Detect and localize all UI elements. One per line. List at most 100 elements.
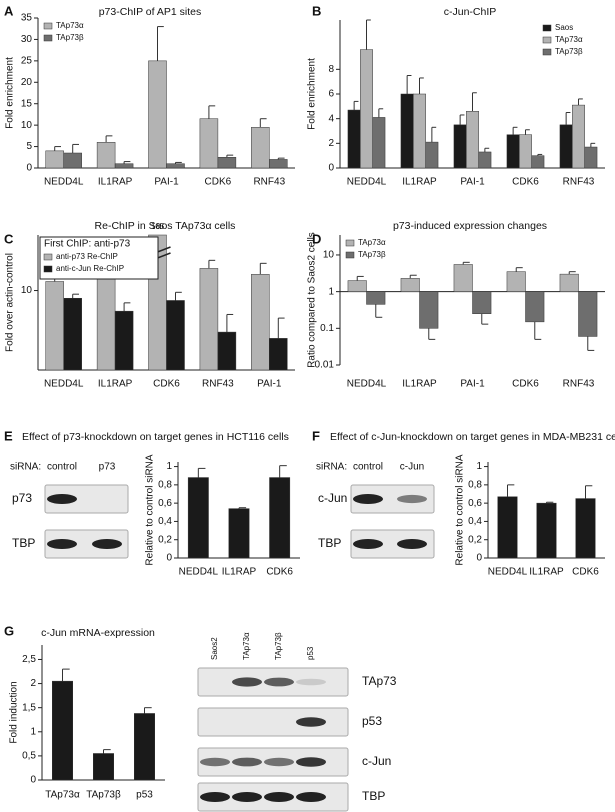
x-tick-label: IL1RAP (222, 567, 257, 578)
bar (413, 93, 426, 169)
bar (187, 477, 209, 559)
blot-lane-label: Saos2 (210, 637, 219, 660)
y-axis-label: Fold enrichment (5, 57, 16, 129)
y-tick-label: 0 (26, 163, 32, 174)
bar (453, 124, 467, 169)
bar (45, 281, 64, 371)
chart-title: c-Jun-ChIP (444, 6, 497, 18)
y-tick-label: 0,2 (468, 534, 482, 545)
bar (166, 300, 185, 371)
blot-band (397, 539, 427, 549)
y-tick-label: 15 (21, 98, 33, 109)
y-tick-label: 2 (328, 138, 334, 149)
y-axis-label: Ratio compared to Saos2 cells (307, 232, 318, 368)
blot-lane-label: control (47, 462, 77, 473)
legend-swatch (43, 34, 53, 42)
bar (572, 104, 585, 169)
bar (400, 93, 414, 169)
y-tick-label: 30 (21, 34, 33, 45)
bar (251, 274, 270, 371)
x-tick-label: RNF43 (563, 177, 595, 188)
y-tick-label: 0,4 (468, 516, 482, 527)
y-tick-label: 4 (328, 113, 334, 124)
bar (536, 502, 557, 559)
panel-label: F (312, 428, 320, 443)
bar (93, 753, 114, 781)
bar (166, 163, 185, 169)
y-tick-label: 0,6 (158, 498, 172, 509)
y-tick-label: 0.01 (315, 360, 335, 371)
legend-swatch (345, 239, 355, 247)
bar (199, 118, 219, 169)
y-axis-label: Fold enrichment (307, 58, 318, 130)
blot-band (264, 757, 294, 767)
y-tick-label: 10 (21, 120, 33, 131)
y-tick-label: 10 (323, 250, 335, 261)
bar (96, 268, 116, 371)
y-tick-label: 1,5 (22, 702, 36, 713)
y-tick-label: 0,2 (158, 534, 172, 545)
x-tick-label: TAp73β (86, 790, 121, 801)
blot-row-label: p53 (362, 714, 382, 728)
legend-swatch (542, 36, 552, 44)
x-tick-label: IL1RAP (529, 567, 564, 578)
y-tick-label: 2,5 (22, 654, 36, 665)
y-tick-label: 25 (21, 55, 33, 66)
blot-band (296, 678, 326, 686)
bar (148, 60, 167, 169)
y-tick-label: 1 (166, 461, 172, 472)
legend-box (39, 236, 159, 280)
legend-label: TAp73α (56, 21, 84, 30)
blot-band (296, 792, 326, 802)
blot-strip (44, 484, 129, 514)
chart-title: c-Jun mRNA-expression (41, 627, 155, 639)
y-axis-label: Relative to control siRNA (145, 454, 156, 565)
bar (531, 155, 545, 169)
x-tick-label: CDK6 (153, 379, 180, 390)
y-axis-label: Fold induction (9, 681, 20, 743)
x-tick-label: NEDD4L (44, 177, 84, 188)
blot-band (353, 494, 383, 504)
y-tick-label: 1 (30, 726, 36, 737)
blot-band (296, 717, 326, 727)
bar (347, 109, 361, 169)
blot-strip (44, 529, 129, 559)
y-tick-label: 8 (328, 64, 334, 75)
bar (251, 127, 270, 169)
y-tick-label: 1 (476, 461, 482, 472)
panel-label: E (4, 428, 13, 443)
blot-band (232, 792, 262, 802)
legend-label: TAp73β (358, 250, 386, 259)
x-tick-label: NEDD4L (488, 567, 528, 578)
y-tick-label: 1 (328, 286, 334, 297)
y-tick-label: 0 (476, 553, 482, 564)
y-tick-label: 0.1 (320, 323, 334, 334)
bar (419, 291, 439, 329)
legend-swatch (43, 22, 53, 30)
legend-label: TAp73β (555, 47, 583, 56)
bar (506, 134, 520, 169)
bar (360, 49, 373, 169)
blot-row-label: c-Jun (318, 491, 347, 505)
blot-lane-label: TAp73β (274, 632, 283, 660)
legend-title: First ChIP: anti-p73 (44, 239, 131, 250)
legend-swatch (542, 24, 552, 32)
bar (575, 498, 596, 559)
blot-row-label: TAp73 (362, 674, 397, 688)
bar (269, 159, 288, 169)
blot-lane-label: p73 (99, 462, 116, 473)
x-tick-label: IL1RAP (98, 379, 133, 390)
bar (347, 280, 367, 292)
x-tick-label: PAI-1 (460, 177, 485, 188)
bar (472, 291, 492, 314)
y-tick-label: 0 (30, 775, 36, 786)
panel-label: D (312, 231, 321, 246)
x-tick-label: RNF43 (253, 177, 285, 188)
bar (45, 150, 64, 169)
x-tick-label: PAI-1 (154, 177, 179, 188)
y-tick-label: 2 (30, 678, 36, 689)
x-tick-label: CDK6 (512, 379, 539, 390)
legend-swatch (542, 48, 552, 56)
blot-band (92, 539, 122, 549)
